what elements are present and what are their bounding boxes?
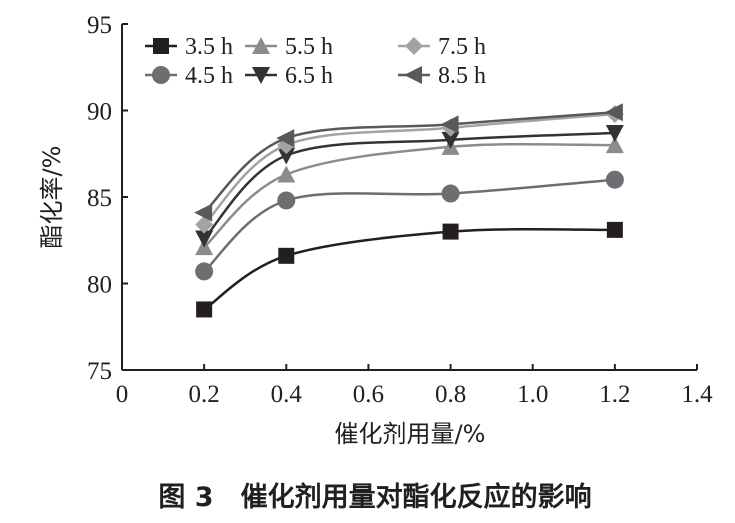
series-line (203, 112, 615, 226)
marker-triangle-left (604, 103, 623, 122)
series-line (203, 131, 615, 240)
x-tick-label: 0.4 (271, 381, 303, 408)
series-group (194, 103, 624, 318)
marker-square (278, 247, 295, 264)
x-tick-label: 0.2 (189, 381, 220, 408)
marker-triangle-down (195, 230, 214, 248)
series-3-5h (196, 221, 623, 318)
marker-triangle-up (605, 136, 624, 154)
y-tick-label: 80 (87, 272, 112, 299)
marker-square (196, 301, 213, 318)
marker-square (442, 223, 459, 240)
marker-triangle-down (277, 147, 296, 165)
marker-triangle-down (441, 131, 460, 149)
series-4-5h (195, 170, 624, 281)
legend-item: 5.5 h (245, 34, 333, 60)
y-tick-label: 95 (87, 12, 112, 39)
marker-circle (605, 170, 624, 189)
marker-circle (277, 191, 296, 210)
marker-diamond (195, 215, 214, 234)
marker-triangle-left (404, 66, 422, 84)
legend: 3.5 h 5.5 h 7.5 h 4.5 h 6.5 h 8.5 h (145, 34, 486, 89)
marker-triangle-up (252, 37, 270, 54)
y-tick-label: 75 (87, 358, 112, 385)
series-line (203, 110, 615, 214)
legend-label: 8.5 h (438, 63, 486, 89)
y-tick-label: 85 (87, 185, 112, 212)
legend-item: 6.5 h (245, 63, 333, 89)
marker-triangle-down (605, 124, 624, 142)
series-line (203, 178, 615, 273)
legend-label: 4.5 h (185, 63, 233, 89)
x-tick-label: 1.2 (599, 381, 630, 408)
marker-triangle-left (194, 203, 213, 222)
legend-item: 7.5 h (398, 34, 486, 60)
figure-caption: 图 3 催化剂用量对酯化反应的影响 (158, 481, 591, 513)
legend-item: 3.5 h (145, 34, 233, 60)
y-tick-label: 90 (87, 99, 112, 126)
x-tick-label: 1.0 (517, 381, 548, 408)
x-tick-label: 1.4 (681, 381, 713, 408)
marker-triangle-left (440, 115, 459, 134)
x-tick-label: 0 (116, 381, 129, 408)
marker-circle (441, 184, 460, 203)
marker-triangle-up (277, 165, 296, 183)
marker-triangle-down (252, 67, 270, 84)
marker-triangle-left (276, 129, 295, 148)
marker-circle (195, 262, 214, 281)
axes: 0 0.2 0.4 0.6 0.8 1.0 1.2 1.4 75 80 85 90 95 (87, 12, 713, 408)
x-tick-label: 0.8 (435, 381, 466, 408)
legend-label: 5.5 h (285, 34, 333, 60)
y-axis-label: 酯化率/% (38, 146, 66, 249)
series-6-5h (195, 124, 624, 248)
x-tick-label: 0.6 (353, 381, 384, 408)
legend-label: 6.5 h (285, 63, 333, 89)
legend-label: 3.5 h (185, 34, 233, 60)
marker-square (606, 221, 623, 238)
marker-square (153, 38, 169, 54)
series-line (203, 142, 615, 249)
marker-diamond (405, 37, 423, 55)
legend-item: 8.5 h (398, 63, 486, 89)
series-8-5h (194, 103, 623, 222)
x-axis-label: 催化剂用量/% (335, 420, 486, 448)
series-line (203, 227, 615, 311)
marker-circle (152, 66, 170, 84)
legend-item: 4.5 h (145, 63, 233, 89)
legend-label: 7.5 h (438, 34, 486, 60)
